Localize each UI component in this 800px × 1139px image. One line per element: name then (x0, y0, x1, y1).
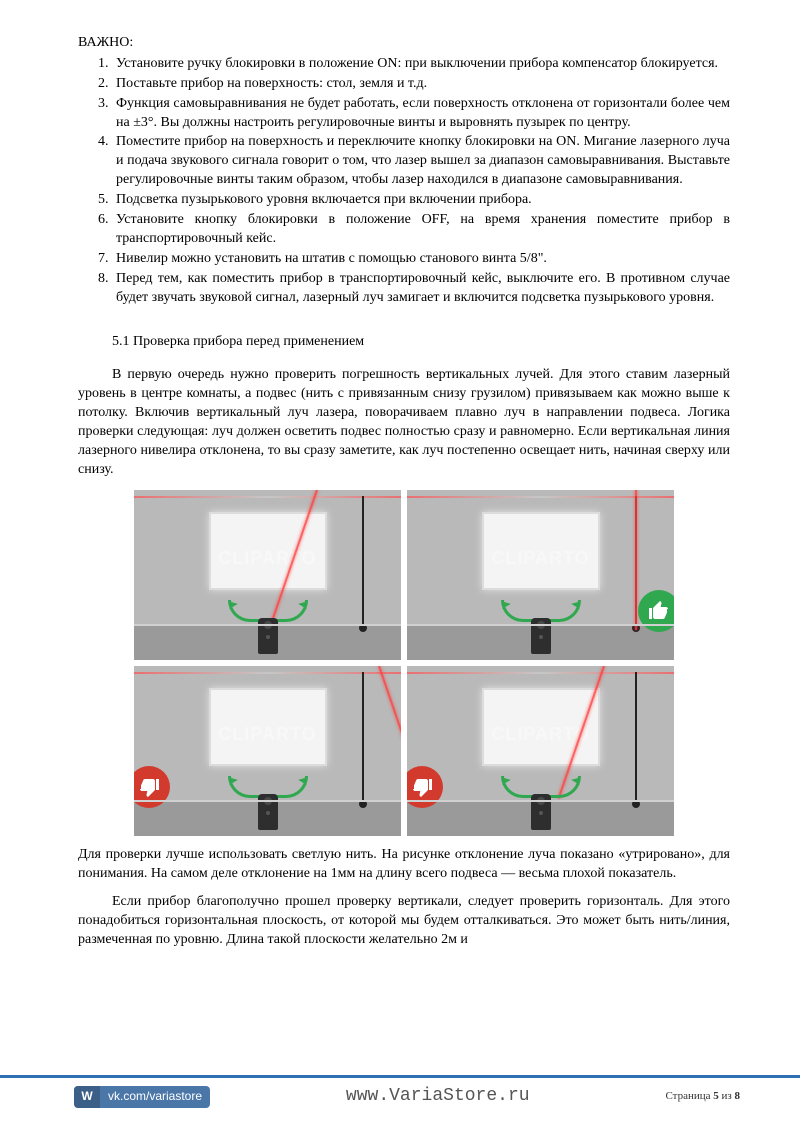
list-item: Подсветка пузырькового уровня включается… (112, 191, 730, 210)
important-list: Установите ручку блокировки в положение … (78, 55, 730, 308)
list-item: Поместите прибор на поверхность и перекл… (112, 133, 730, 190)
list-item: Перед тем, как поместить прибор в трансп… (112, 270, 730, 308)
window (209, 688, 327, 766)
paragraph-2: Для проверки лучше использовать светлую … (78, 846, 730, 884)
laser-device-icon (531, 618, 551, 654)
vk-link[interactable]: W vk.com/variastore (74, 1086, 210, 1108)
verification-diagram: CLIPARTO CLIPARTO (134, 490, 674, 836)
page-label: из (719, 1090, 735, 1102)
list-item: Поставьте прибор на поверхность: стол, з… (112, 75, 730, 94)
window (482, 512, 600, 590)
plumb-line (635, 672, 637, 802)
list-item: Установите кнопку блокировки в положение… (112, 211, 730, 249)
list-item: Нивелир можно установить на штатив с пом… (112, 250, 730, 269)
page-footer: W vk.com/variastore www.VariaStore.ru Ст… (0, 1075, 800, 1115)
page-number: Страница 5 из 8 (665, 1089, 740, 1104)
laser-device-icon (258, 794, 278, 830)
room-panel: CLIPARTO (407, 666, 674, 836)
room-panel: CLIPARTO (134, 490, 401, 660)
page-label: Страница (665, 1090, 713, 1102)
thumbs-up-icon (638, 590, 674, 632)
ceiling-laser-line (407, 672, 674, 674)
laser-device-icon (258, 618, 278, 654)
vertical-beam (635, 490, 637, 630)
paragraph-3: Если прибор благополучно прошел проверку… (78, 893, 730, 950)
thumbs-down-icon (134, 766, 170, 808)
plumb-line (362, 496, 364, 626)
list-item: Установите ручку блокировки в положение … (112, 55, 730, 74)
room-panel: CLIPARTO (407, 490, 674, 660)
vk-logo-icon: W (74, 1086, 100, 1108)
ceiling-laser-line (407, 496, 674, 498)
vertical-beam (378, 666, 401, 799)
page-total: 8 (735, 1090, 741, 1102)
vk-url: vk.com/variastore (100, 1088, 210, 1104)
important-label: ВАЖНО: (78, 34, 730, 53)
site-link[interactable]: www.VariaStore.ru (210, 1084, 665, 1108)
paragraph-1: В первую очередь нужно проверить погрешн… (78, 366, 730, 479)
ceiling-laser-line (134, 672, 401, 674)
room-panel: CLIPARTO (134, 666, 401, 836)
section-title: 5.1 Проверка прибора перед применением (78, 333, 730, 352)
ceiling-laser-line (134, 496, 401, 498)
laser-device-icon (531, 794, 551, 830)
thumbs-down-icon (407, 766, 443, 808)
plumb-line (362, 672, 364, 802)
window (209, 512, 327, 590)
list-item: Функция самовыравнивания не будет работа… (112, 95, 730, 133)
